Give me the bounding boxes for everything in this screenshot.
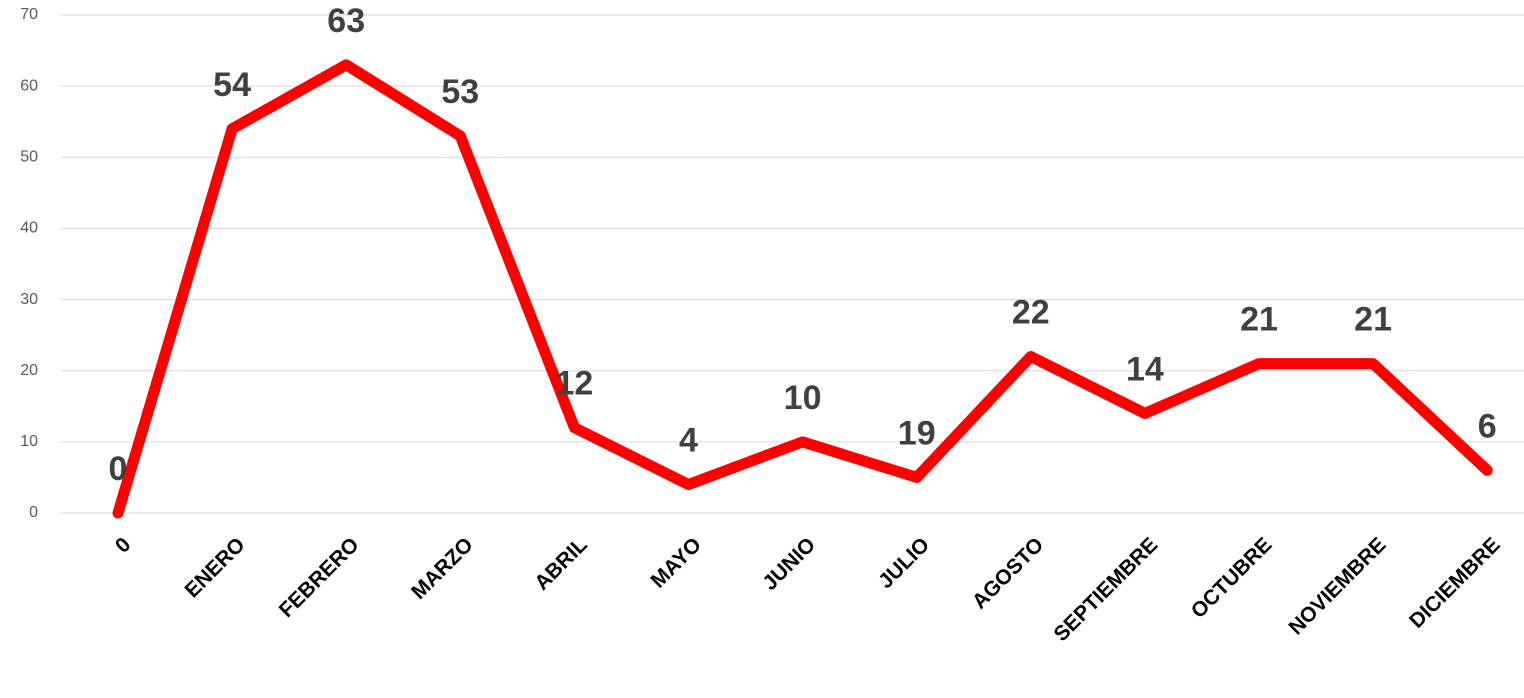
data-label: 54 — [213, 66, 251, 104]
x-tick-label: OCTUBRE — [1187, 533, 1277, 623]
x-tick-label: ABRIL — [530, 533, 592, 595]
y-tick-label: 50 — [20, 149, 38, 166]
data-label: 21 — [1354, 301, 1392, 339]
x-tick-label: NOVIEMBRE — [1284, 533, 1390, 639]
y-tick-label: 10 — [20, 433, 38, 450]
data-label: 10 — [784, 379, 822, 417]
data-label: 21 — [1240, 301, 1278, 339]
y-tick-label: 70 — [20, 6, 38, 23]
data-line — [112, 59, 1493, 519]
data-label: 19 — [898, 414, 936, 452]
data-label: 0 — [109, 450, 128, 488]
y-tick-label: 20 — [20, 362, 38, 379]
y-tick-label: 30 — [20, 291, 38, 308]
x-tick-label: SEPTIEMBRE — [1050, 533, 1163, 646]
y-tick-label: 0 — [29, 504, 38, 521]
x-tick-label: AGOSTO — [968, 533, 1048, 613]
x-tick-label: MAYO — [647, 533, 706, 592]
x-tick-label: JUNIO — [758, 533, 820, 595]
data-label: 6 — [1478, 407, 1497, 445]
y-tick-label: 40 — [20, 220, 38, 237]
x-tick-label: FEBRERO — [275, 533, 364, 622]
data-label: 4 — [679, 422, 698, 460]
x-tick-label: MARZO — [407, 533, 478, 604]
data-label: 63 — [327, 2, 365, 40]
x-tick-label: DICIEMBRE — [1405, 533, 1505, 633]
x-tick-label: ENERO — [180, 533, 249, 602]
data-label: 22 — [1012, 293, 1050, 331]
data-label: 14 — [1126, 350, 1164, 388]
data-label: 12 — [555, 365, 593, 403]
data-label: 53 — [441, 73, 479, 111]
y-tick-label: 60 — [20, 77, 38, 94]
x-tick-label: JULIO — [874, 533, 934, 593]
x-tick-label: 0 — [111, 533, 136, 558]
